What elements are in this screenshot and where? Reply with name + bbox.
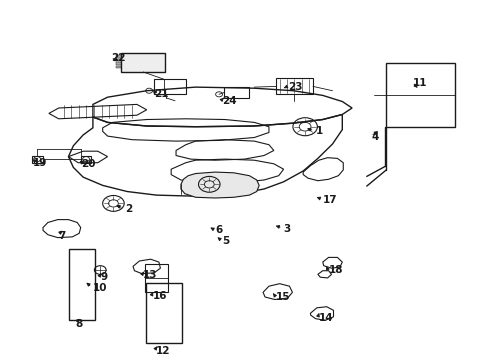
- Text: 4: 4: [371, 132, 378, 142]
- Text: 17: 17: [322, 195, 337, 205]
- Text: 3: 3: [283, 224, 290, 234]
- Text: 6: 6: [215, 225, 222, 235]
- Text: 13: 13: [142, 270, 157, 280]
- Bar: [69, 249, 95, 320]
- Text: 2: 2: [124, 204, 132, 214]
- Bar: [121, 53, 165, 72]
- Text: 23: 23: [288, 82, 303, 92]
- Polygon shape: [181, 172, 259, 198]
- Bar: [32, 156, 42, 163]
- Bar: [116, 62, 121, 65]
- Text: 15: 15: [276, 292, 290, 302]
- Text: 16: 16: [152, 291, 167, 301]
- Bar: [144, 264, 168, 292]
- Text: 12: 12: [155, 346, 170, 356]
- Text: 14: 14: [318, 312, 333, 323]
- Text: 20: 20: [81, 159, 95, 169]
- Text: 8: 8: [76, 319, 83, 329]
- Bar: [116, 55, 121, 58]
- Bar: [116, 59, 121, 61]
- Text: 24: 24: [222, 96, 237, 106]
- Text: 11: 11: [412, 78, 427, 88]
- Text: 18: 18: [328, 265, 343, 275]
- Bar: [81, 156, 91, 163]
- Bar: [145, 283, 182, 343]
- Text: 7: 7: [59, 231, 66, 241]
- Bar: [116, 66, 121, 68]
- Bar: [224, 87, 249, 98]
- Text: 10: 10: [93, 283, 107, 293]
- Text: 1: 1: [315, 126, 322, 136]
- Bar: [386, 63, 454, 127]
- Text: 22: 22: [111, 53, 126, 63]
- Text: 5: 5: [222, 236, 229, 246]
- Bar: [154, 79, 185, 94]
- Text: 21: 21: [154, 89, 168, 99]
- Text: 19: 19: [33, 158, 47, 168]
- Bar: [276, 78, 312, 94]
- Text: 9: 9: [100, 272, 107, 282]
